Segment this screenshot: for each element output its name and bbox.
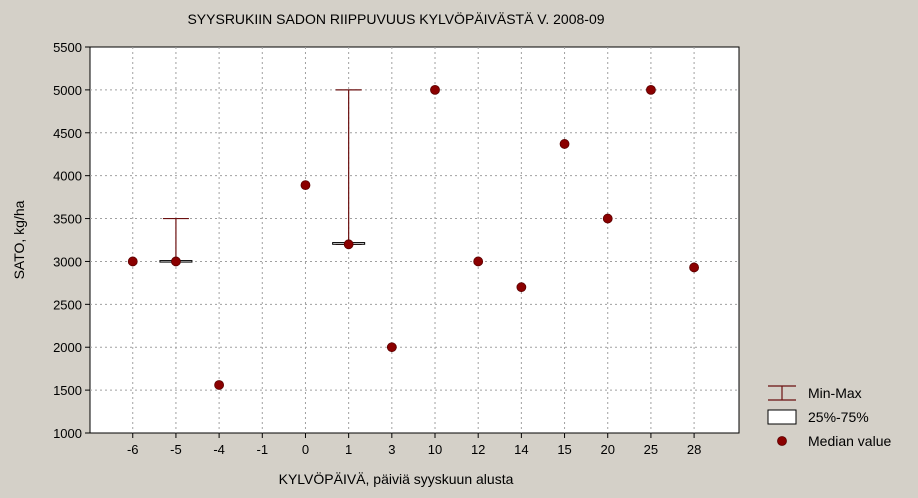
median-point [343,239,354,250]
median-point [300,180,311,191]
x-tick-label: 25 [644,442,658,457]
box-icon [767,409,797,425]
y-tick-label: 5000 [53,83,82,98]
median-point [171,256,181,267]
legend-item-median: Median value [777,433,891,449]
chart-title: SYYSRUKIIN SADON RIIPPUVUUS KYLVÖPÄIVÄST… [187,10,604,27]
legend-label-median: Median value [808,433,891,449]
x-tick-label: -4 [213,442,225,457]
x-tick-label: 0 [302,442,309,457]
median-point [559,139,570,149]
dot-icon [777,436,787,446]
legend-item-min-max: Min-Max [768,385,862,401]
legend-item-quartiles: 25%-75% [767,409,869,425]
median-point [602,213,613,224]
legend-label-quartiles: 25%-75% [808,409,869,425]
x-axis-title: KYLVÖPÄIVÄ, päiviä syyskuun alusta [279,470,514,487]
x-tick-label: 14 [514,442,528,457]
x-tick-label: 1 [345,442,352,457]
median-point [473,256,484,267]
x-tick-label: 15 [557,442,571,457]
median-point [516,282,527,293]
legend-label-min-max: Min-Max [808,385,862,401]
y-tick-label: 1000 [53,426,82,441]
grid-lines [90,47,739,433]
y-tick-label: 5500 [53,40,82,55]
legend: Min-Max 25%-75% Median value [767,385,891,449]
y-tick-label: 2500 [53,297,82,312]
y-tick-label: 3500 [53,212,82,227]
plot-area [89,46,740,434]
median-point [386,342,397,353]
y-tick-label: 4500 [53,126,82,141]
x-tick-label: 12 [471,442,485,457]
x-tick-label: 28 [687,442,701,457]
median-point [430,84,440,95]
y-axis-title: SATO, kg/ha [11,200,27,279]
x-tick-label: 10 [428,442,442,457]
median-point [689,262,699,273]
y-tick-label: 3000 [53,254,82,269]
whisker-icon [768,385,796,401]
median-point [646,84,656,95]
data-marks [127,84,699,390]
x-tick-label: -6 [127,442,139,457]
x-tick-label: 20 [600,442,614,457]
axes: 1000 1500 2000 2500 3000 3500 4000 4500 5000 5500… [53,40,701,457]
x-tick-label: -1 [257,442,269,457]
x-tick-label: 3 [388,442,395,457]
x-tick-label: -5 [170,442,182,457]
median-point [127,256,138,267]
y-tick-label: 1500 [53,383,82,398]
y-tick-label: 2000 [53,340,82,355]
y-tick-label: 4000 [53,169,82,184]
median-point [214,380,225,390]
